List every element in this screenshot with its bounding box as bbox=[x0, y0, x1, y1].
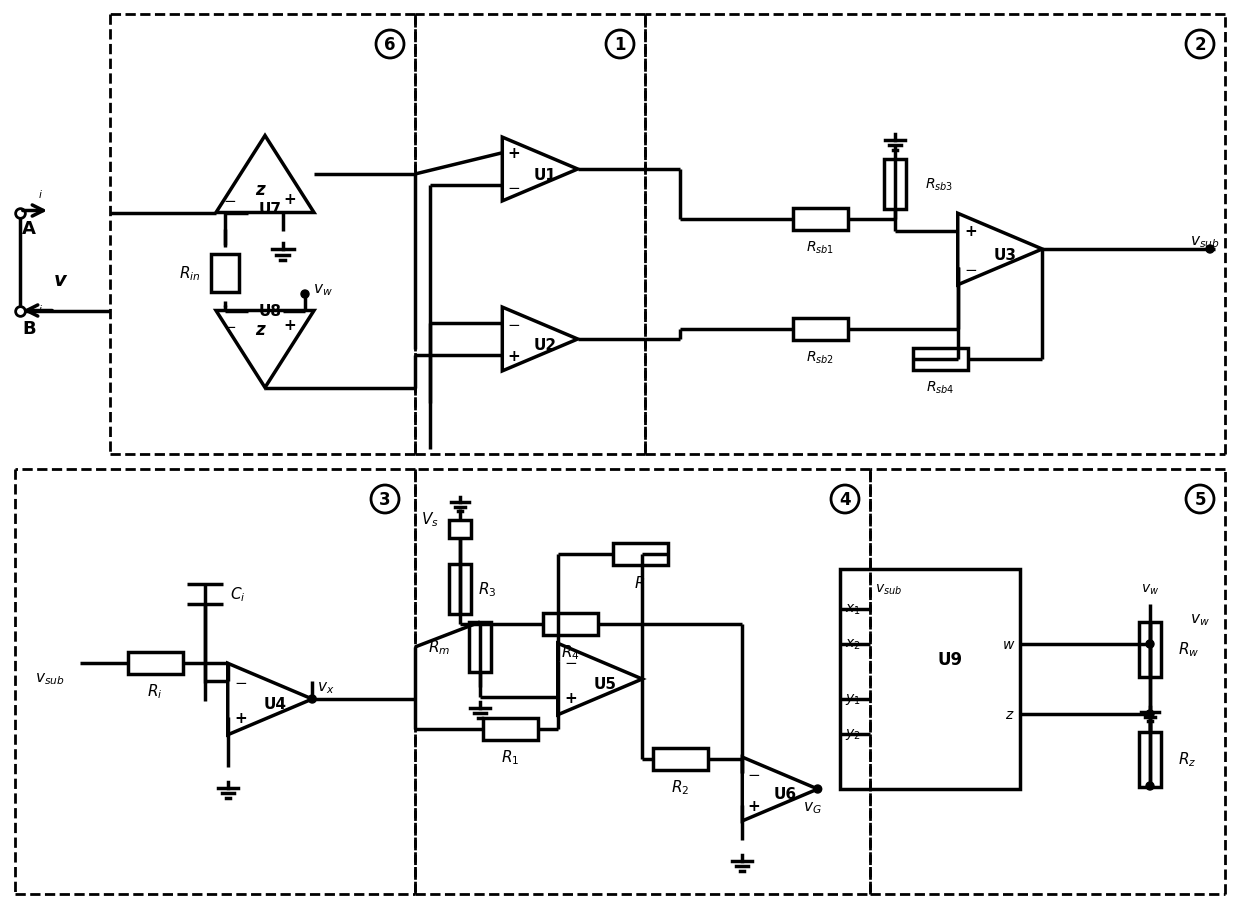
Text: +: + bbox=[283, 191, 296, 207]
Text: +: + bbox=[965, 224, 977, 239]
Polygon shape bbox=[502, 138, 578, 201]
Bar bbox=[469, 622, 491, 672]
Polygon shape bbox=[216, 136, 314, 213]
Bar bbox=[211, 255, 239, 293]
Circle shape bbox=[301, 291, 309, 299]
Text: 6: 6 bbox=[384, 36, 396, 54]
Text: $w$: $w$ bbox=[1002, 638, 1016, 651]
Text: $-$: $-$ bbox=[234, 674, 247, 688]
Text: U1: U1 bbox=[533, 167, 557, 182]
Text: +: + bbox=[234, 710, 247, 725]
Text: U3: U3 bbox=[993, 247, 1017, 262]
Text: +: + bbox=[507, 349, 521, 363]
Text: $v_{sub}$: $v_{sub}$ bbox=[875, 582, 903, 597]
Text: $R$: $R$ bbox=[635, 574, 646, 591]
Text: +: + bbox=[507, 146, 521, 161]
Text: $R_1$: $R_1$ bbox=[501, 748, 520, 767]
Text: $y_1$: $y_1$ bbox=[844, 692, 861, 707]
Text: $y_2$: $y_2$ bbox=[844, 727, 861, 741]
Bar bbox=[1140, 622, 1161, 676]
Text: $v_w$: $v_w$ bbox=[1190, 611, 1210, 628]
Bar bbox=[1140, 731, 1161, 787]
Text: $-$: $-$ bbox=[223, 191, 237, 207]
Text: $R_2$: $R_2$ bbox=[671, 777, 689, 796]
Text: U4: U4 bbox=[264, 697, 286, 712]
Bar bbox=[884, 160, 906, 209]
Polygon shape bbox=[957, 214, 1043, 285]
Text: v: v bbox=[53, 270, 67, 289]
Text: $v_w$: $v_w$ bbox=[312, 282, 332, 297]
Polygon shape bbox=[558, 644, 642, 715]
Text: $v_x$: $v_x$ bbox=[317, 679, 335, 695]
Polygon shape bbox=[228, 664, 312, 735]
Text: $v_{sub}$: $v_{sub}$ bbox=[1190, 234, 1220, 249]
Text: 1: 1 bbox=[614, 36, 626, 54]
Text: $x_1$: $x_1$ bbox=[844, 602, 861, 617]
Circle shape bbox=[1146, 640, 1154, 648]
Text: +: + bbox=[283, 318, 296, 332]
Text: 5: 5 bbox=[1194, 490, 1205, 508]
Bar bbox=[913, 349, 967, 370]
Polygon shape bbox=[216, 312, 314, 388]
Text: $z$: $z$ bbox=[1006, 707, 1016, 721]
Text: $R_{sb4}$: $R_{sb4}$ bbox=[926, 379, 955, 396]
Bar bbox=[543, 613, 598, 636]
Text: $R_3$: $R_3$ bbox=[477, 580, 496, 599]
Polygon shape bbox=[502, 308, 578, 371]
Text: $-$: $-$ bbox=[564, 654, 578, 668]
Bar bbox=[128, 652, 182, 675]
Text: B: B bbox=[22, 321, 36, 338]
Bar bbox=[449, 520, 471, 538]
Text: $R_w$: $R_w$ bbox=[1178, 640, 1199, 658]
Bar bbox=[792, 319, 847, 340]
Text: $R_{sb1}$: $R_{sb1}$ bbox=[806, 239, 835, 256]
Bar bbox=[792, 209, 847, 231]
Bar bbox=[449, 564, 471, 614]
Text: $-$: $-$ bbox=[507, 316, 521, 330]
Text: A: A bbox=[22, 219, 36, 237]
Text: z: z bbox=[255, 321, 265, 339]
Text: $v_{sub}$: $v_{sub}$ bbox=[35, 670, 64, 686]
Text: $R_4$: $R_4$ bbox=[560, 643, 579, 662]
Text: U9: U9 bbox=[937, 650, 962, 668]
Circle shape bbox=[1146, 711, 1154, 718]
Circle shape bbox=[1146, 782, 1154, 790]
Text: +: + bbox=[564, 690, 577, 705]
Bar bbox=[652, 749, 708, 770]
Text: U2: U2 bbox=[533, 337, 557, 352]
Text: $V_s$: $V_s$ bbox=[422, 510, 439, 529]
Circle shape bbox=[813, 785, 822, 793]
Text: $R_i$: $R_i$ bbox=[148, 682, 162, 701]
Text: $^i$: $^i$ bbox=[38, 305, 43, 321]
Bar bbox=[482, 718, 537, 740]
Text: $R_m$: $R_m$ bbox=[428, 638, 450, 656]
Circle shape bbox=[1207, 246, 1214, 254]
Text: U6: U6 bbox=[774, 787, 796, 802]
Text: $-$: $-$ bbox=[748, 766, 760, 780]
Text: U5: U5 bbox=[594, 676, 616, 692]
Bar bbox=[839, 570, 1021, 789]
Text: $-$: $-$ bbox=[507, 179, 521, 193]
Text: +: + bbox=[748, 798, 760, 813]
Text: z: z bbox=[255, 181, 265, 199]
Text: U7: U7 bbox=[258, 202, 281, 218]
Text: $C_i$: $C_i$ bbox=[229, 585, 246, 604]
Circle shape bbox=[309, 695, 316, 703]
Text: $-$: $-$ bbox=[965, 260, 977, 275]
Text: $^i$: $^i$ bbox=[38, 191, 43, 206]
Text: 3: 3 bbox=[379, 490, 391, 508]
Polygon shape bbox=[743, 758, 817, 821]
Text: $R_{in}$: $R_{in}$ bbox=[180, 265, 201, 283]
Text: $v_w$: $v_w$ bbox=[1141, 582, 1159, 597]
Text: $v_G$: $v_G$ bbox=[804, 799, 822, 815]
Text: $-$: $-$ bbox=[223, 318, 237, 332]
Text: $x_2$: $x_2$ bbox=[844, 638, 861, 651]
Text: 4: 4 bbox=[839, 490, 851, 508]
Bar bbox=[613, 544, 667, 565]
Text: U8: U8 bbox=[258, 304, 281, 319]
Text: 2: 2 bbox=[1194, 36, 1205, 54]
Text: $R_{sb3}$: $R_{sb3}$ bbox=[925, 177, 954, 193]
Text: $R_{sb2}$: $R_{sb2}$ bbox=[806, 349, 835, 366]
Text: $R_z$: $R_z$ bbox=[1178, 749, 1197, 768]
